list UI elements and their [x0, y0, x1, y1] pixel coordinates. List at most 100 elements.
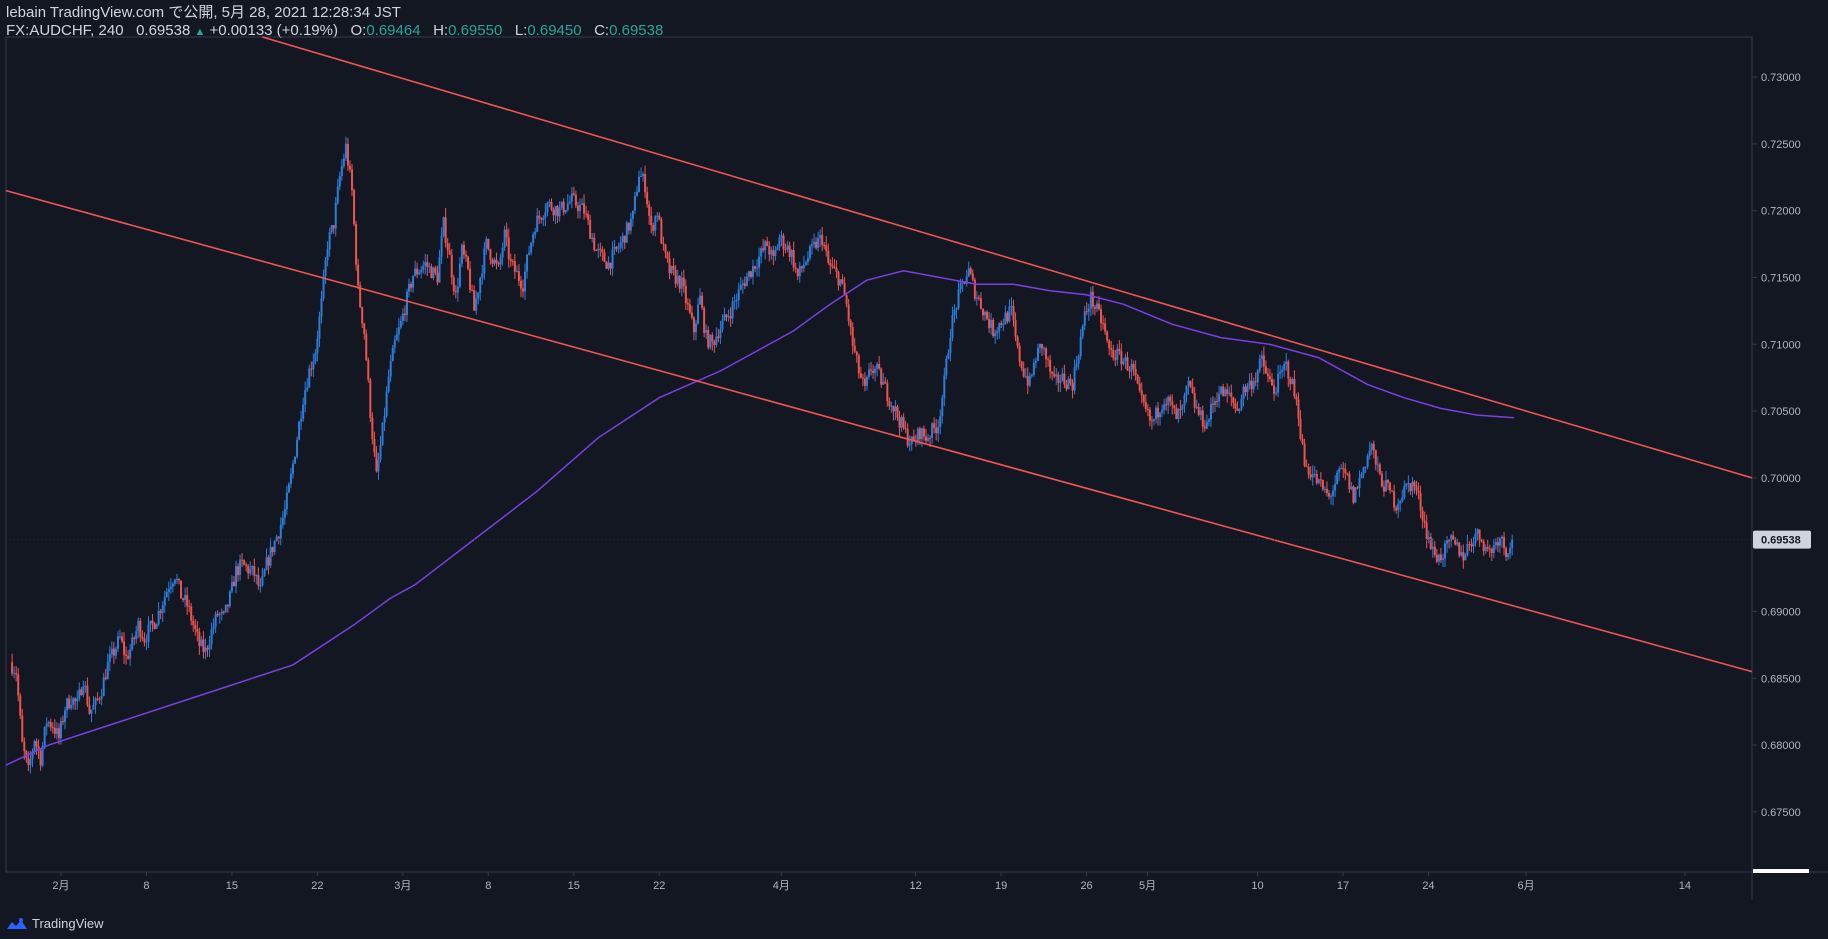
candle-body: [326, 249, 329, 261]
candle: [127, 650, 130, 660]
candle: [965, 270, 968, 287]
candle: [900, 415, 903, 432]
candle: [1384, 470, 1387, 492]
candle: [912, 429, 915, 442]
candle: [420, 265, 423, 279]
candle-body: [853, 345, 856, 352]
candle: [1256, 368, 1259, 390]
candle-body: [1024, 376, 1027, 378]
lower-channel-line[interactable]: [5, 189, 1753, 673]
candle: [110, 641, 113, 659]
candle: [941, 394, 944, 424]
candle-body: [1091, 291, 1094, 307]
candle-body: [1051, 371, 1054, 374]
moving-average[interactable]: [5, 270, 1514, 766]
candle: [155, 623, 158, 629]
candle-body: [92, 705, 95, 710]
candle: [1413, 480, 1416, 494]
candle: [361, 306, 364, 329]
candle-body: [1405, 483, 1408, 487]
candle-body: [355, 224, 358, 265]
candle: [707, 326, 710, 350]
candle: [524, 263, 527, 300]
candle: [1460, 545, 1463, 557]
price-axis[interactable]: 0.730000.725000.720000.715000.710000.705…: [1752, 72, 1801, 819]
candle-body: [855, 351, 858, 356]
candle: [163, 590, 166, 613]
candle: [1346, 472, 1349, 476]
candle: [232, 575, 235, 587]
candle-body: [340, 166, 343, 176]
candle-body: [513, 261, 516, 272]
candle: [330, 224, 333, 235]
candle-body: [1268, 376, 1271, 380]
candle-body: [1291, 378, 1294, 385]
candle-body: [408, 283, 411, 292]
candle-body: [1093, 306, 1096, 309]
candle-body: [116, 636, 119, 649]
candle: [1293, 370, 1296, 399]
candle: [31, 748, 34, 768]
candle: [605, 260, 608, 270]
axis-corner-button[interactable]: [1753, 869, 1809, 873]
candle-body: [1325, 488, 1328, 494]
candle: [296, 436, 299, 459]
candle-body: [182, 598, 185, 601]
candle-body: [1281, 369, 1284, 372]
candle: [102, 672, 105, 697]
candle-body: [607, 262, 610, 269]
candle-body: [487, 238, 490, 250]
candle: [1152, 418, 1155, 426]
candle-body: [562, 201, 565, 213]
candle-body: [802, 264, 805, 269]
time-axis[interactable]: 2月 8 15 22 3月 8 15 22 4月 12 19 26 5月 10 17 24 6月 14: [52, 872, 1691, 892]
candle: [922, 425, 925, 441]
candle-body: [811, 244, 814, 247]
candle-body: [652, 225, 655, 231]
candle-body: [953, 309, 956, 316]
candle-body: [247, 566, 250, 574]
candle: [1446, 535, 1449, 553]
candle-body: [1097, 303, 1100, 310]
candle: [1266, 368, 1269, 383]
candle: [405, 288, 408, 323]
candle: [418, 269, 421, 275]
candle-body: [31, 751, 34, 760]
candle: [210, 622, 213, 650]
candle-body: [933, 423, 936, 428]
candle-body: [257, 575, 260, 586]
candle: [747, 270, 750, 282]
candle-body: [1161, 409, 1164, 413]
candle: [519, 275, 522, 298]
candle: [1258, 354, 1261, 374]
candle-body: [243, 560, 246, 565]
candle-body: [446, 243, 449, 251]
candle: [1435, 549, 1438, 564]
tradingview-footer[interactable]: TradingView: [6, 916, 104, 931]
candle-body: [1169, 396, 1172, 402]
candle: [920, 427, 923, 448]
candle: [951, 306, 954, 342]
candle-body: [1260, 355, 1263, 359]
upper-channel-line[interactable]: [262, 36, 1753, 479]
candle-body: [1411, 481, 1414, 492]
candle-body: [880, 368, 883, 385]
candle: [460, 243, 463, 267]
candle-body: [1488, 548, 1491, 550]
candle: [1372, 440, 1375, 459]
candle-body: [114, 648, 117, 656]
candle-body: [1142, 395, 1145, 402]
candle-body: [692, 317, 695, 333]
close-value: 0.69538: [609, 22, 664, 39]
time-tick-label: 19: [995, 880, 1007, 892]
candle-body: [438, 256, 441, 283]
candle: [19, 693, 22, 720]
candle: [833, 259, 836, 269]
candle: [444, 208, 447, 248]
candle-body: [1470, 544, 1473, 547]
candle: [849, 319, 852, 336]
candle-body: [1472, 542, 1475, 547]
candle-body: [19, 695, 22, 716]
candle-body: [1366, 455, 1369, 467]
